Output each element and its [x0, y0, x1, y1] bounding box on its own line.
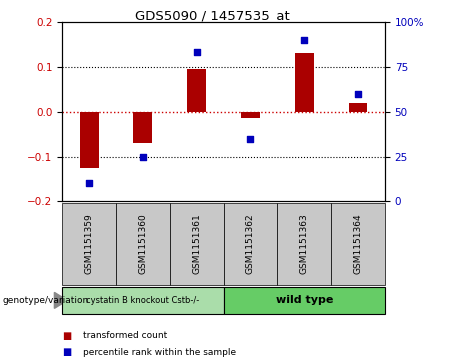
Text: ■: ■	[62, 331, 71, 341]
Point	[193, 49, 201, 55]
Text: GSM1151363: GSM1151363	[300, 214, 309, 274]
Text: cystatin B knockout Cstb-/-: cystatin B knockout Cstb-/-	[86, 296, 200, 305]
Text: percentile rank within the sample: percentile rank within the sample	[83, 348, 236, 356]
Point	[355, 91, 362, 97]
Text: GSM1151364: GSM1151364	[354, 214, 362, 274]
Text: ■: ■	[62, 347, 71, 357]
Text: GSM1151362: GSM1151362	[246, 214, 255, 274]
Bar	[187, 69, 206, 112]
Text: GSM1151359: GSM1151359	[85, 214, 94, 274]
Text: wild type: wild type	[276, 295, 333, 305]
Point	[301, 37, 308, 43]
Point	[139, 154, 147, 159]
Text: genotype/variation: genotype/variation	[2, 296, 89, 305]
Point	[247, 136, 254, 142]
Text: GDS5090 / 1457535_at: GDS5090 / 1457535_at	[135, 9, 290, 22]
Bar	[349, 103, 367, 112]
Bar	[241, 112, 260, 118]
Bar	[134, 112, 152, 143]
Point	[85, 181, 93, 187]
Text: GSM1151360: GSM1151360	[138, 214, 148, 274]
Bar	[295, 53, 313, 112]
Text: GSM1151361: GSM1151361	[192, 214, 201, 274]
Text: transformed count: transformed count	[83, 331, 167, 340]
Polygon shape	[54, 293, 67, 308]
Bar	[80, 112, 99, 168]
